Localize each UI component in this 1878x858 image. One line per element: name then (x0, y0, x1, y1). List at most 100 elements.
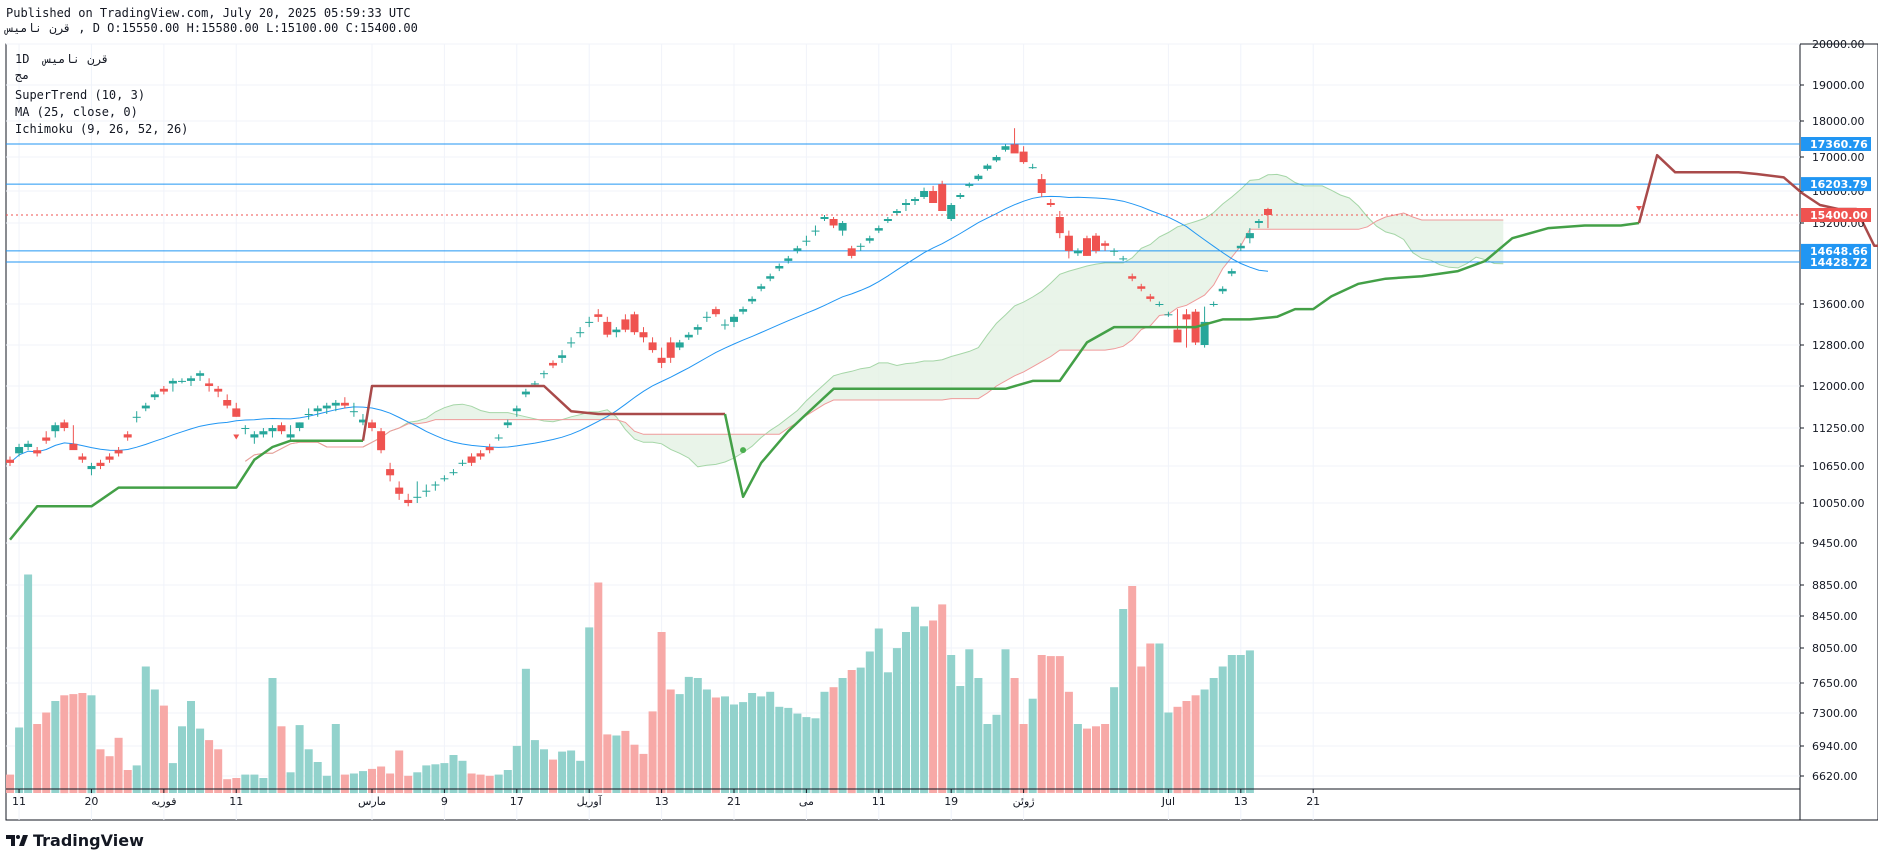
volume-bar (69, 694, 78, 793)
candle-body (576, 332, 585, 334)
candle-body (349, 411, 358, 413)
candle-body (512, 408, 521, 412)
volume-bar (540, 749, 548, 793)
candle-body (1200, 321, 1209, 345)
volume-bar (1073, 724, 1082, 793)
candle-body (1128, 276, 1137, 279)
candle-body (721, 324, 729, 326)
time-tick-label: آوریل (577, 794, 603, 808)
volume-bar (802, 717, 811, 793)
candle-body (150, 394, 159, 398)
time-tick-label: 13 (1234, 795, 1248, 808)
candle-body (69, 443, 78, 451)
volume-bar (232, 778, 241, 793)
candle-body (377, 431, 386, 451)
volume-bar (892, 648, 901, 793)
volume-bar (675, 694, 684, 793)
candle-body (114, 450, 123, 454)
candle-body (214, 388, 223, 392)
candle-body (775, 266, 784, 269)
volume-bar (684, 676, 693, 794)
candle-body (748, 298, 757, 302)
candle-body (938, 184, 947, 211)
volume-bar (630, 744, 639, 793)
volume-bar (793, 713, 802, 793)
ichimoku-span-b (245, 212, 1504, 462)
volume-bar (1055, 656, 1064, 793)
candle-body (1101, 243, 1110, 246)
volume-bar (1155, 643, 1164, 793)
volume-bar (1227, 655, 1236, 793)
candle-body (241, 428, 250, 429)
candle-body (250, 434, 259, 438)
volume-bar (612, 735, 621, 793)
volume-bar (178, 726, 186, 793)
candle-body (711, 309, 720, 315)
candle-body (992, 157, 1001, 161)
volume-bar (150, 689, 159, 793)
candle-body (558, 355, 567, 358)
candle-body (902, 203, 910, 205)
time-tick-label: 13 (655, 795, 669, 808)
candle-body (648, 342, 657, 351)
candle-body (42, 437, 51, 441)
volume-bar (711, 697, 720, 793)
volume-bar (368, 768, 376, 793)
volume-bar (585, 627, 594, 793)
volume-bar (567, 750, 576, 793)
volume-bar (96, 749, 105, 793)
candle-body (820, 217, 829, 219)
candle-body (485, 447, 494, 451)
volume-bar (494, 774, 503, 793)
volume-bar (159, 705, 168, 793)
volume-bar (87, 695, 96, 794)
time-tick-label: مارس (358, 795, 386, 808)
candle-body (549, 362, 557, 366)
candle-body (359, 419, 367, 423)
price-tick-label: 13600.00 (1812, 298, 1865, 311)
price-tick-label: 8450.00 (1812, 610, 1858, 623)
time-tick-label: 11 (12, 795, 26, 808)
candle-body (196, 373, 205, 376)
candle-body (1264, 209, 1272, 215)
candle-body (730, 316, 738, 322)
volume-bar (920, 626, 929, 794)
candle-body (874, 228, 883, 231)
candle-body (1146, 296, 1155, 299)
volume-bar (784, 707, 793, 793)
time-tick-label: 21 (727, 795, 741, 808)
volume-bar (1083, 728, 1091, 793)
volume-bar (512, 745, 521, 793)
candle-body (168, 380, 177, 384)
candle-body (268, 428, 277, 432)
price-tick-label: 9450.00 (1812, 537, 1858, 550)
candle-body (757, 286, 766, 289)
candle-body (847, 248, 856, 256)
volume-bar (1200, 689, 1209, 793)
price-tick-label: 7300.00 (1812, 707, 1858, 720)
time-tick-label: 17 (510, 795, 524, 808)
candle-body (1092, 235, 1100, 251)
volume-bar (757, 696, 766, 793)
candle-body (1164, 314, 1173, 316)
candle-body (503, 422, 512, 426)
volume-bar (241, 774, 250, 793)
tradingview-logo[interactable]: TradingView (6, 829, 144, 851)
ma-legend[interactable]: MA (25, close, 0) (15, 105, 138, 119)
volume-bar (33, 724, 42, 793)
volume-bar (1001, 649, 1010, 794)
supertrend-legend[interactable]: SuperTrend (10, 3) (15, 88, 146, 102)
volume-bar (431, 764, 440, 794)
candle-body (1119, 258, 1128, 260)
volume-bar (1028, 698, 1037, 793)
price-tick-label: 6620.00 (1812, 770, 1858, 783)
price-tick-label: 11250.00 (1812, 422, 1865, 435)
candle-body (1137, 286, 1146, 289)
volume-bar (874, 628, 883, 793)
ichimoku-legend[interactable]: Ichimoku (9, 26, 52, 26) (15, 122, 189, 136)
candle-body (404, 499, 413, 503)
candle-body (1218, 288, 1227, 292)
volume-bar (223, 779, 232, 793)
price-tick-label: 7650.00 (1812, 677, 1858, 690)
